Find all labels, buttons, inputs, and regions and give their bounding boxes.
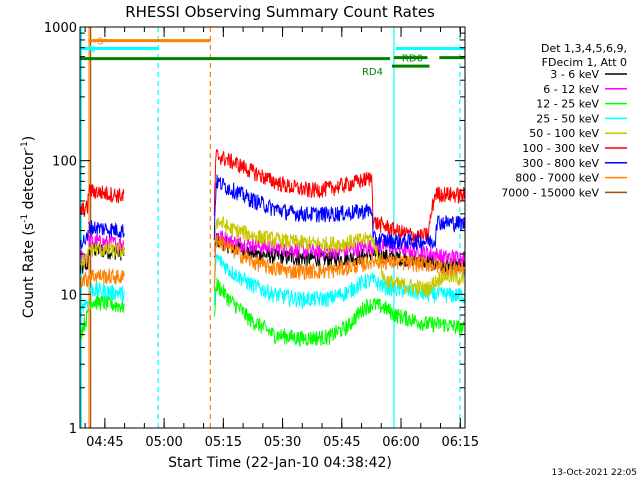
y-label-end: ): [21, 136, 37, 141]
flag-label-rd0: RD0: [402, 54, 423, 65]
plot-area: SN RD0 RD4: [80, 27, 465, 428]
x-axis: 04:45 05:00 05:15 05:30 05:45 06:00 06:15: [84, 27, 479, 450]
series-25-50-kev: [80, 254, 465, 316]
y-tick-label-10: 10: [60, 288, 77, 303]
legend-label-12-25-kev: 12 - 25 keV: [536, 98, 599, 111]
y-label-main: Count Rate (s: [21, 223, 37, 318]
legend-label-3-6-kev: 3 - 6 keV: [550, 68, 599, 81]
plot-content: SN RD0 RD4: [80, 27, 465, 428]
flag-label-rd4: RD4: [362, 67, 383, 78]
y-axis: 1 10 100 1000: [44, 21, 465, 437]
series-800-7000-kev: [80, 234, 465, 292]
x-tick-label-05-30: 05:30: [264, 435, 301, 450]
legend-label-25-50-kev: 25 - 50 keV: [536, 112, 599, 125]
plot-frame: [79, 26, 466, 429]
y-tick-label-1: 1: [69, 422, 77, 437]
y-label-exp2: -1: [20, 141, 30, 150]
y-tick-label-100: 100: [52, 155, 77, 170]
y-label-mid: detector: [21, 150, 37, 214]
legend-label-800-7000-kev: 800 - 7000 keV: [515, 172, 599, 185]
legend-label-50-100-kev: 50 - 100 keV: [529, 127, 599, 140]
series-50-100-kev: [80, 215, 465, 297]
y-tick-label-1000: 1000: [44, 21, 77, 36]
y-label-exp1: -1: [20, 214, 30, 223]
x-tick-label-05-00: 05:00: [145, 435, 182, 450]
legend: Det 1,3,4,5,6,9,FDecim 1, Att 03 - 6 keV…: [501, 42, 627, 199]
series-300-800-kev: [80, 174, 465, 251]
x-tick-label-06-00: 06:00: [382, 435, 419, 450]
x-tick-label-05-15: 05:15: [205, 435, 242, 450]
flag-label-s: S: [97, 37, 103, 48]
x-tick-label-04-45: 04:45: [86, 435, 123, 450]
y-axis-label: Count Rate (s-1 detector-1): [20, 136, 37, 318]
timestamp: 13-Oct-2021 22:05: [552, 468, 637, 478]
chart-title: RHESSI Observing Summary Count Rates: [125, 3, 435, 21]
legend-label-6-12-kev: 6 - 12 keV: [543, 83, 599, 96]
x-tick-label-05-45: 05:45: [323, 435, 360, 450]
x-tick-label-06-15: 06:15: [442, 435, 479, 450]
x-axis-label: Start Time (22-Jan-10 04:38:42): [168, 455, 392, 471]
legend-label-300-800-kev: 300 - 800 keV: [522, 157, 599, 170]
flag-label-n: N: [88, 45, 95, 56]
legend-header-line-0: Det 1,3,4,5,6,9,: [541, 42, 627, 55]
legend-label-100-300-kev: 100 - 300 keV: [522, 142, 599, 155]
legend-header-line-1: FDecim 1, Att 0: [542, 56, 627, 69]
legend-label-7000-15000-kev: 7000 - 15000 keV: [501, 186, 599, 199]
